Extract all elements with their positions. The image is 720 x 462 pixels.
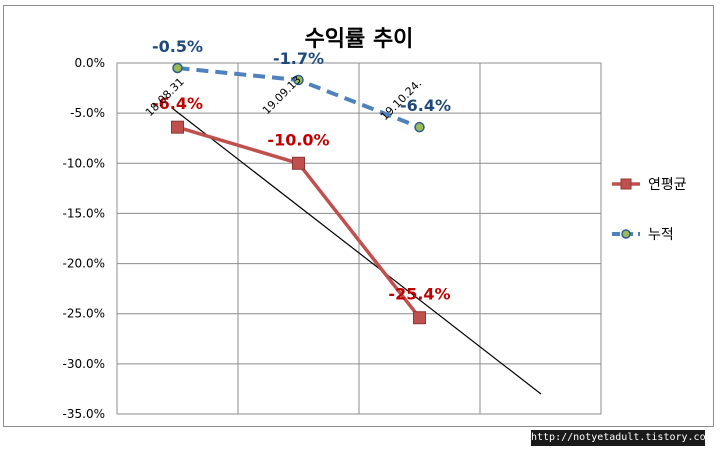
y-tick-label: -5.0% — [70, 106, 105, 120]
y-tick-label: -25.0% — [63, 307, 105, 321]
legend-marker — [621, 229, 631, 239]
legend-label: 연평균 — [648, 177, 687, 193]
data-point — [414, 121, 425, 133]
data-point — [292, 156, 305, 170]
watermark-url: http://notyetadult.tistory.com — [531, 430, 712, 446]
data-label: -6.4% — [152, 94, 203, 113]
series-layer: -6.4% -10.0% -25.4% -0.5% -1.7% -6.4% — [152, 37, 451, 325]
y-tick-label: -15.0% — [63, 206, 105, 220]
data-point — [293, 74, 304, 86]
data-point — [171, 120, 184, 134]
linear-trendline — [171, 107, 542, 395]
y-tick-label: -10.0% — [63, 156, 105, 170]
data-point — [172, 62, 183, 74]
data-label: -6.4% — [400, 96, 451, 115]
data-point — [413, 311, 426, 325]
y-tick-label: -35.0% — [63, 407, 105, 421]
data-label: -1.7% — [273, 49, 324, 68]
y-axis-tick-labels: 0.0% -5.0% -10.0% -15.0% -20.0% -25.0% -30.0% -… — [63, 56, 105, 421]
y-tick-label: -30.0% — [63, 357, 105, 371]
y-tick-label: 0.0% — [75, 56, 106, 70]
data-label: -10.0% — [267, 130, 329, 149]
trendline — [171, 107, 542, 395]
legend-label: 누적 — [648, 227, 674, 243]
legend-marker — [620, 178, 632, 190]
data-label: -0.5% — [152, 37, 203, 56]
data-label: -25.4% — [388, 285, 450, 304]
y-tick-label: -20.0% — [63, 257, 105, 271]
chart-title: 수익률 추이 — [305, 27, 414, 52]
gridlines — [117, 63, 601, 414]
